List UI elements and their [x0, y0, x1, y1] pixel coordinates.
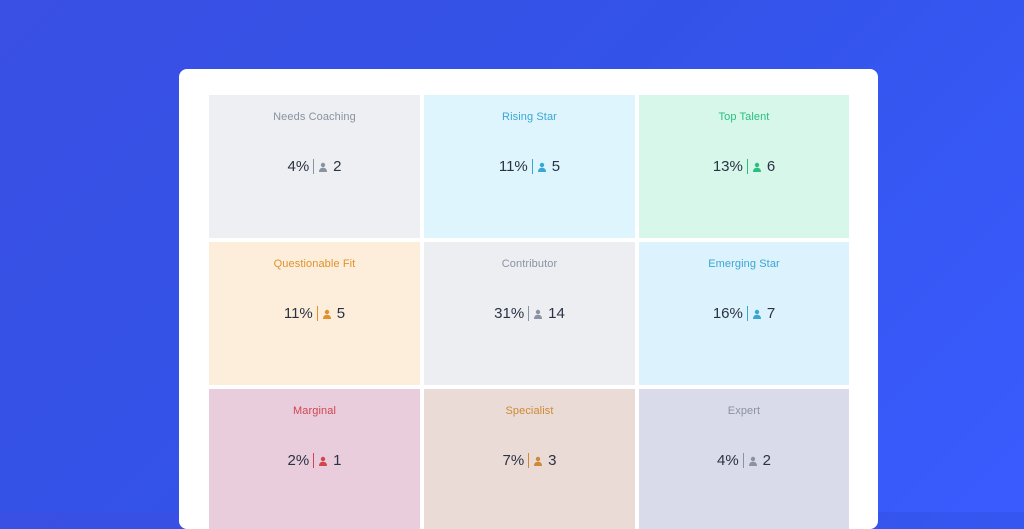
grid-cell-rising-star[interactable]: Rising Star 11% 5 [424, 95, 635, 238]
grid-cell-needs-coaching[interactable]: Needs Coaching 4% 2 [209, 95, 420, 238]
divider [528, 306, 530, 321]
cell-count: 7 [766, 305, 776, 322]
divider [528, 453, 530, 468]
cell-percentage: 4% [716, 452, 739, 469]
cell-stat: 7% 3 [424, 452, 635, 469]
person-icon [537, 162, 547, 172]
cell-title: Specialist [505, 405, 554, 417]
divider [316, 306, 318, 321]
cell-percentage: 16% [712, 305, 743, 322]
grid-cell-top-talent[interactable]: Top Talent 13% 6 [639, 95, 849, 238]
grid-cell-specialist[interactable]: Specialist 7% 3 [424, 389, 635, 529]
divider [313, 159, 315, 174]
cell-title: Marginal [293, 405, 336, 417]
cell-count: 1 [333, 452, 342, 469]
cell-title: Expert [727, 405, 761, 417]
person-icon [752, 162, 762, 172]
grid-cell-questionable-fit[interactable]: Questionable Fit 11% 5 [209, 242, 420, 385]
cell-count: 2 [762, 452, 772, 469]
grid-cell-emerging-star[interactable]: Emerging Star 16% 7 [639, 242, 849, 385]
cell-percentage: 11% [498, 158, 528, 175]
person-icon [318, 456, 328, 466]
cell-count: 14 [548, 305, 565, 322]
divider [742, 453, 744, 468]
divider [746, 306, 748, 321]
grid-cell-marginal[interactable]: Marginal 2% 1 [209, 389, 420, 529]
cell-stat: 11% 5 [209, 305, 420, 322]
cell-count: 6 [766, 158, 776, 175]
cell-title: Contributor [501, 258, 558, 270]
cell-percentage: 4% [287, 158, 310, 175]
cell-count: 2 [333, 158, 342, 175]
cell-percentage: 11% [283, 305, 313, 322]
grid-cell-expert[interactable]: Expert 4% 2 [639, 389, 849, 529]
cell-stat: 4% 2 [209, 158, 420, 175]
cell-stat: 16% 7 [639, 305, 849, 322]
divider [531, 159, 533, 174]
person-icon [533, 456, 543, 466]
cell-title: Questionable Fit [273, 258, 356, 270]
cell-title: Rising Star [502, 111, 557, 123]
cell-stat: 31% 14 [424, 305, 635, 322]
cell-stat: 4% 2 [639, 452, 849, 469]
divider [313, 453, 315, 468]
cell-count: 5 [551, 158, 561, 175]
cell-title: Top Talent [718, 111, 770, 123]
talent-grid-card: Needs Coaching 4% 2 Rising Star 11% 5 To… [179, 69, 878, 529]
cell-title: Emerging Star [708, 258, 780, 270]
cell-percentage: 7% [502, 452, 525, 469]
divider [746, 159, 748, 174]
cell-stat: 13% 6 [639, 158, 849, 175]
cell-count: 3 [548, 452, 557, 469]
person-icon [748, 456, 758, 466]
person-icon [533, 309, 543, 319]
cell-percentage: 2% [287, 452, 310, 469]
grid-cell-contributor[interactable]: Contributor 31% 14 [424, 242, 635, 385]
nine-box-grid: Needs Coaching 4% 2 Rising Star 11% 5 To… [209, 95, 849, 529]
cell-stat: 2% 1 [209, 452, 420, 469]
cell-title: Needs Coaching [273, 111, 356, 123]
person-icon [318, 162, 328, 172]
person-icon [752, 309, 762, 319]
cell-percentage: 31% [494, 305, 525, 322]
cell-count: 5 [336, 305, 346, 322]
cell-stat: 11% 5 [424, 158, 635, 175]
person-icon [322, 309, 332, 319]
cell-percentage: 13% [712, 158, 743, 175]
